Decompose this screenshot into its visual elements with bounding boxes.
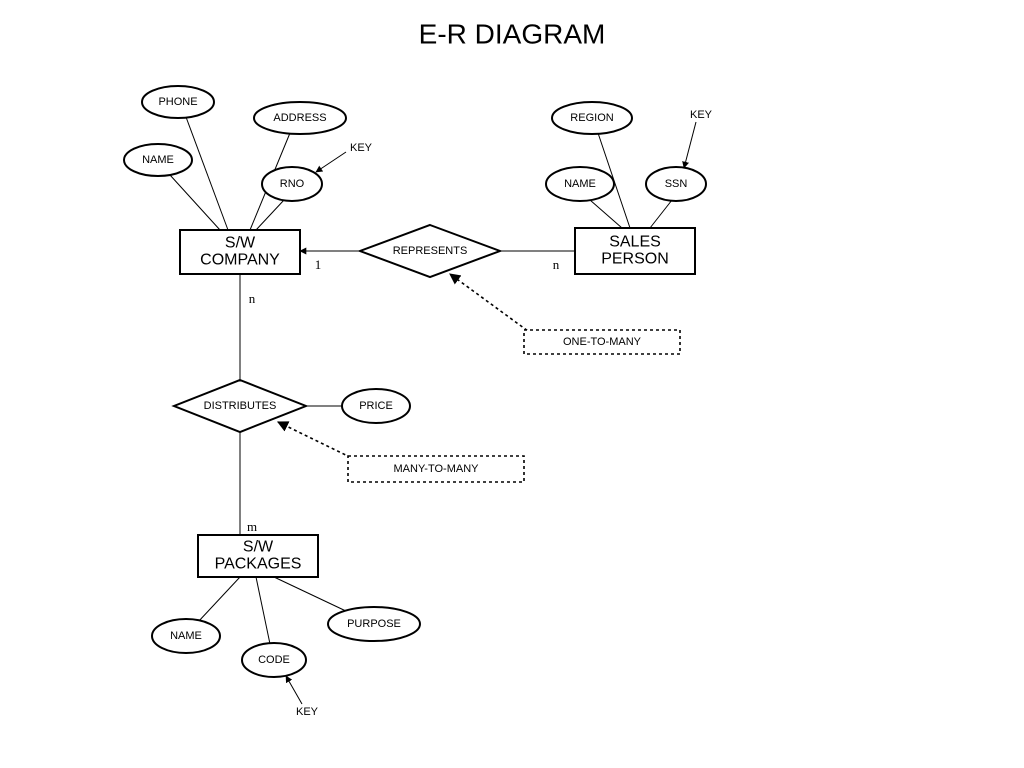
attribute-sales_person-ssn-label: SSN [665, 178, 688, 190]
attribute-sw_company-rno-label: RNO [280, 178, 305, 190]
attribute-sw_company-phone-label: PHONE [158, 96, 197, 108]
edge [186, 117, 228, 230]
key-arrow [286, 676, 302, 704]
edge [274, 577, 348, 612]
entity-sw_company-label: COMPANY [200, 252, 280, 269]
cardinality-label: n [553, 257, 560, 272]
attribute-sw_company-name-label: NAME [142, 154, 174, 166]
cardinality-label: 1 [315, 257, 322, 272]
entity-sw_packages-label: S/W [243, 539, 274, 556]
key-label: KEY [296, 706, 319, 718]
note-label-one_to_many: ONE-TO-MANY [563, 336, 642, 348]
edge [590, 200, 622, 228]
attribute-distributes-price-label: PRICE [359, 400, 393, 412]
cardinality-label: m [247, 519, 257, 534]
entity-sales_person-label: SALES [609, 234, 661, 251]
key-label: KEY [690, 109, 713, 121]
attribute-sw_company-address-label: ADDRESS [273, 112, 326, 124]
entity-sw_company-label: S/W [225, 235, 256, 252]
er-diagram-canvas: E-R DIAGRAMS/WCOMPANYSALESPERSONS/WPACKA… [0, 0, 1024, 768]
attribute-sw_packages-name-label: NAME [170, 630, 202, 642]
edge [650, 200, 672, 228]
attribute-sales_person-name-label: NAME [564, 178, 596, 190]
attribute-sw_packages-purpose-label: PURPOSE [347, 618, 401, 630]
diagram-title: E-R DIAGRAM [419, 18, 606, 49]
attribute-sw_packages-code-label: CODE [258, 654, 290, 666]
edge [256, 577, 270, 644]
key-label: KEY [350, 142, 373, 154]
note-arrow-many_to_many [278, 422, 356, 460]
edge [170, 175, 220, 230]
relationship-represents-label: REPRESENTS [393, 245, 468, 257]
entity-sw_packages-label: PACKAGES [215, 556, 302, 573]
cardinality-label: n [249, 291, 256, 306]
edge [198, 577, 240, 622]
entity-sales_person-label: PERSON [601, 251, 669, 268]
note-arrow-one_to_many [450, 274, 532, 334]
key-arrow [684, 122, 696, 168]
key-arrow [316, 152, 346, 172]
note-label-many_to_many: MANY-TO-MANY [394, 463, 480, 475]
relationship-distributes-label: DISTRIBUTES [204, 400, 277, 412]
attribute-sales_person-region-label: REGION [570, 112, 613, 124]
